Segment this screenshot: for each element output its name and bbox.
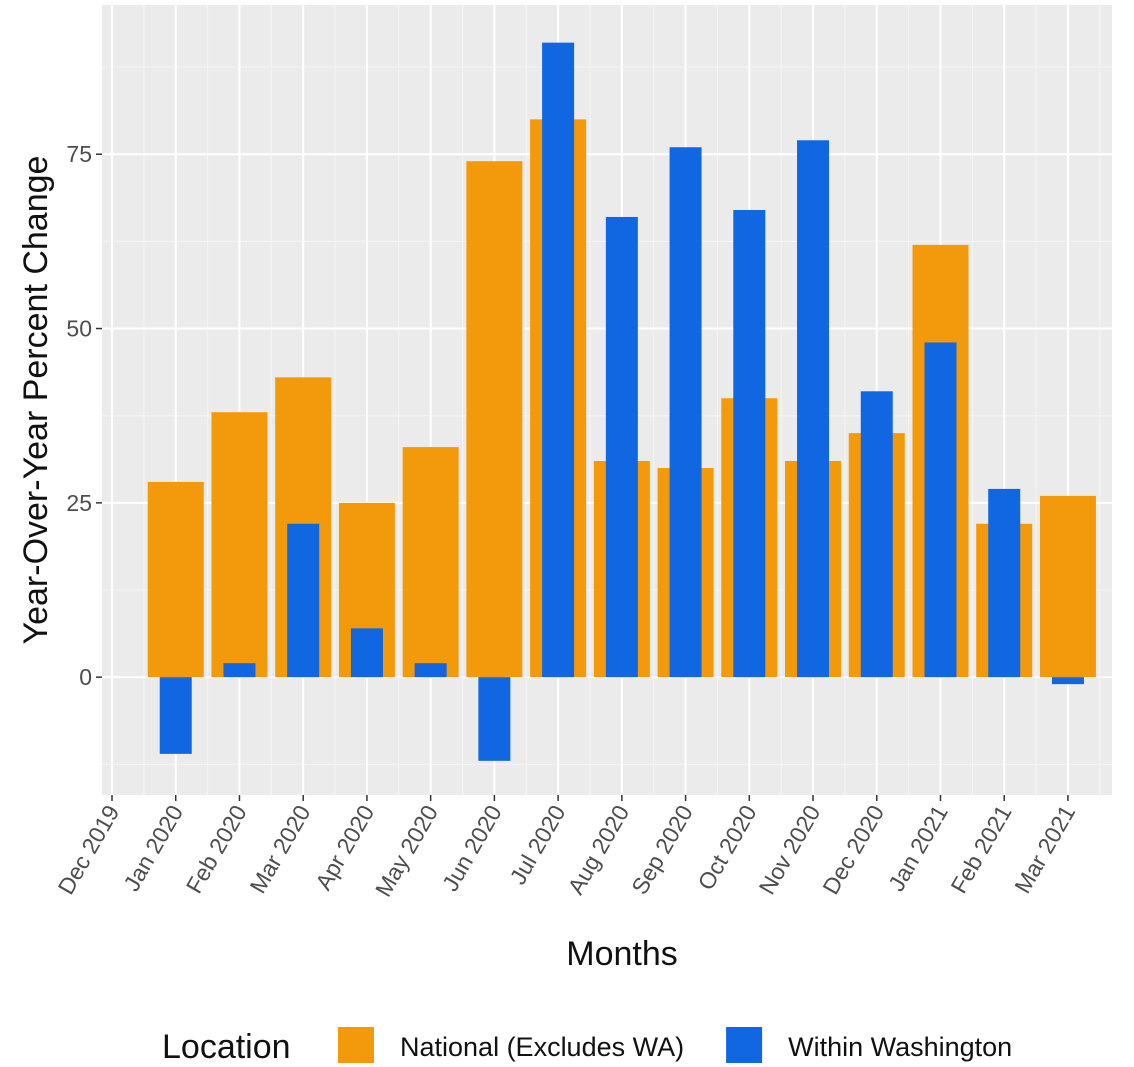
bar [478, 677, 511, 761]
bar [1039, 495, 1096, 678]
x-axis-title: Months [566, 935, 678, 973]
bar [287, 523, 320, 678]
legend-title: Location [162, 1028, 291, 1066]
y-tick-label: 50 [66, 316, 92, 342]
bar [466, 161, 523, 678]
bar [733, 209, 766, 678]
bar [402, 447, 459, 678]
legend-label: Within Washington [788, 1032, 1012, 1062]
x-tick-label: Apr 2020 [310, 801, 379, 895]
x-tick-label: Dec 2020 [817, 801, 889, 899]
x-tick-label: May 2020 [370, 801, 443, 901]
x-tick-label: Jan 2020 [118, 801, 188, 896]
x-tick-label: Sep 2020 [626, 801, 698, 899]
legend-key [338, 1027, 374, 1063]
bar [414, 663, 447, 678]
x-tick-label: Dec 2019 [53, 801, 125, 899]
bar [988, 488, 1021, 678]
bar [860, 391, 893, 678]
x-tick-label: Jan 2021 [883, 801, 953, 896]
bar [924, 342, 957, 678]
bar [159, 677, 192, 754]
y-axis-title: Year-Over-Year Percent Change [17, 156, 55, 645]
bar [211, 412, 268, 678]
legend-label: National (Excludes WA) [400, 1032, 684, 1062]
bar [350, 628, 383, 678]
y-tick-label: 0 [79, 664, 92, 690]
x-tick-label: Nov 2020 [754, 801, 826, 899]
bar [1051, 677, 1084, 685]
x-tick-label: Feb 2021 [945, 801, 1016, 898]
bar [542, 42, 575, 678]
x-tick-label: Feb 2020 [181, 801, 252, 898]
y-tick-label: 75 [66, 141, 92, 167]
x-tick-label: Oct 2020 [692, 801, 761, 895]
x-tick-label: Jun 2020 [437, 801, 507, 896]
x-tick-label: Mar 2021 [1009, 801, 1080, 898]
bar [223, 663, 256, 678]
bar [147, 481, 204, 678]
legend-key [726, 1027, 763, 1063]
bar [669, 147, 702, 678]
x-tick-label: Aug 2020 [562, 801, 634, 899]
x-tick-label: Jul 2020 [504, 801, 570, 889]
x-tick-label: Mar 2020 [244, 801, 315, 898]
bar [605, 216, 638, 678]
bar [797, 140, 830, 678]
y-tick-label: 25 [66, 490, 92, 516]
